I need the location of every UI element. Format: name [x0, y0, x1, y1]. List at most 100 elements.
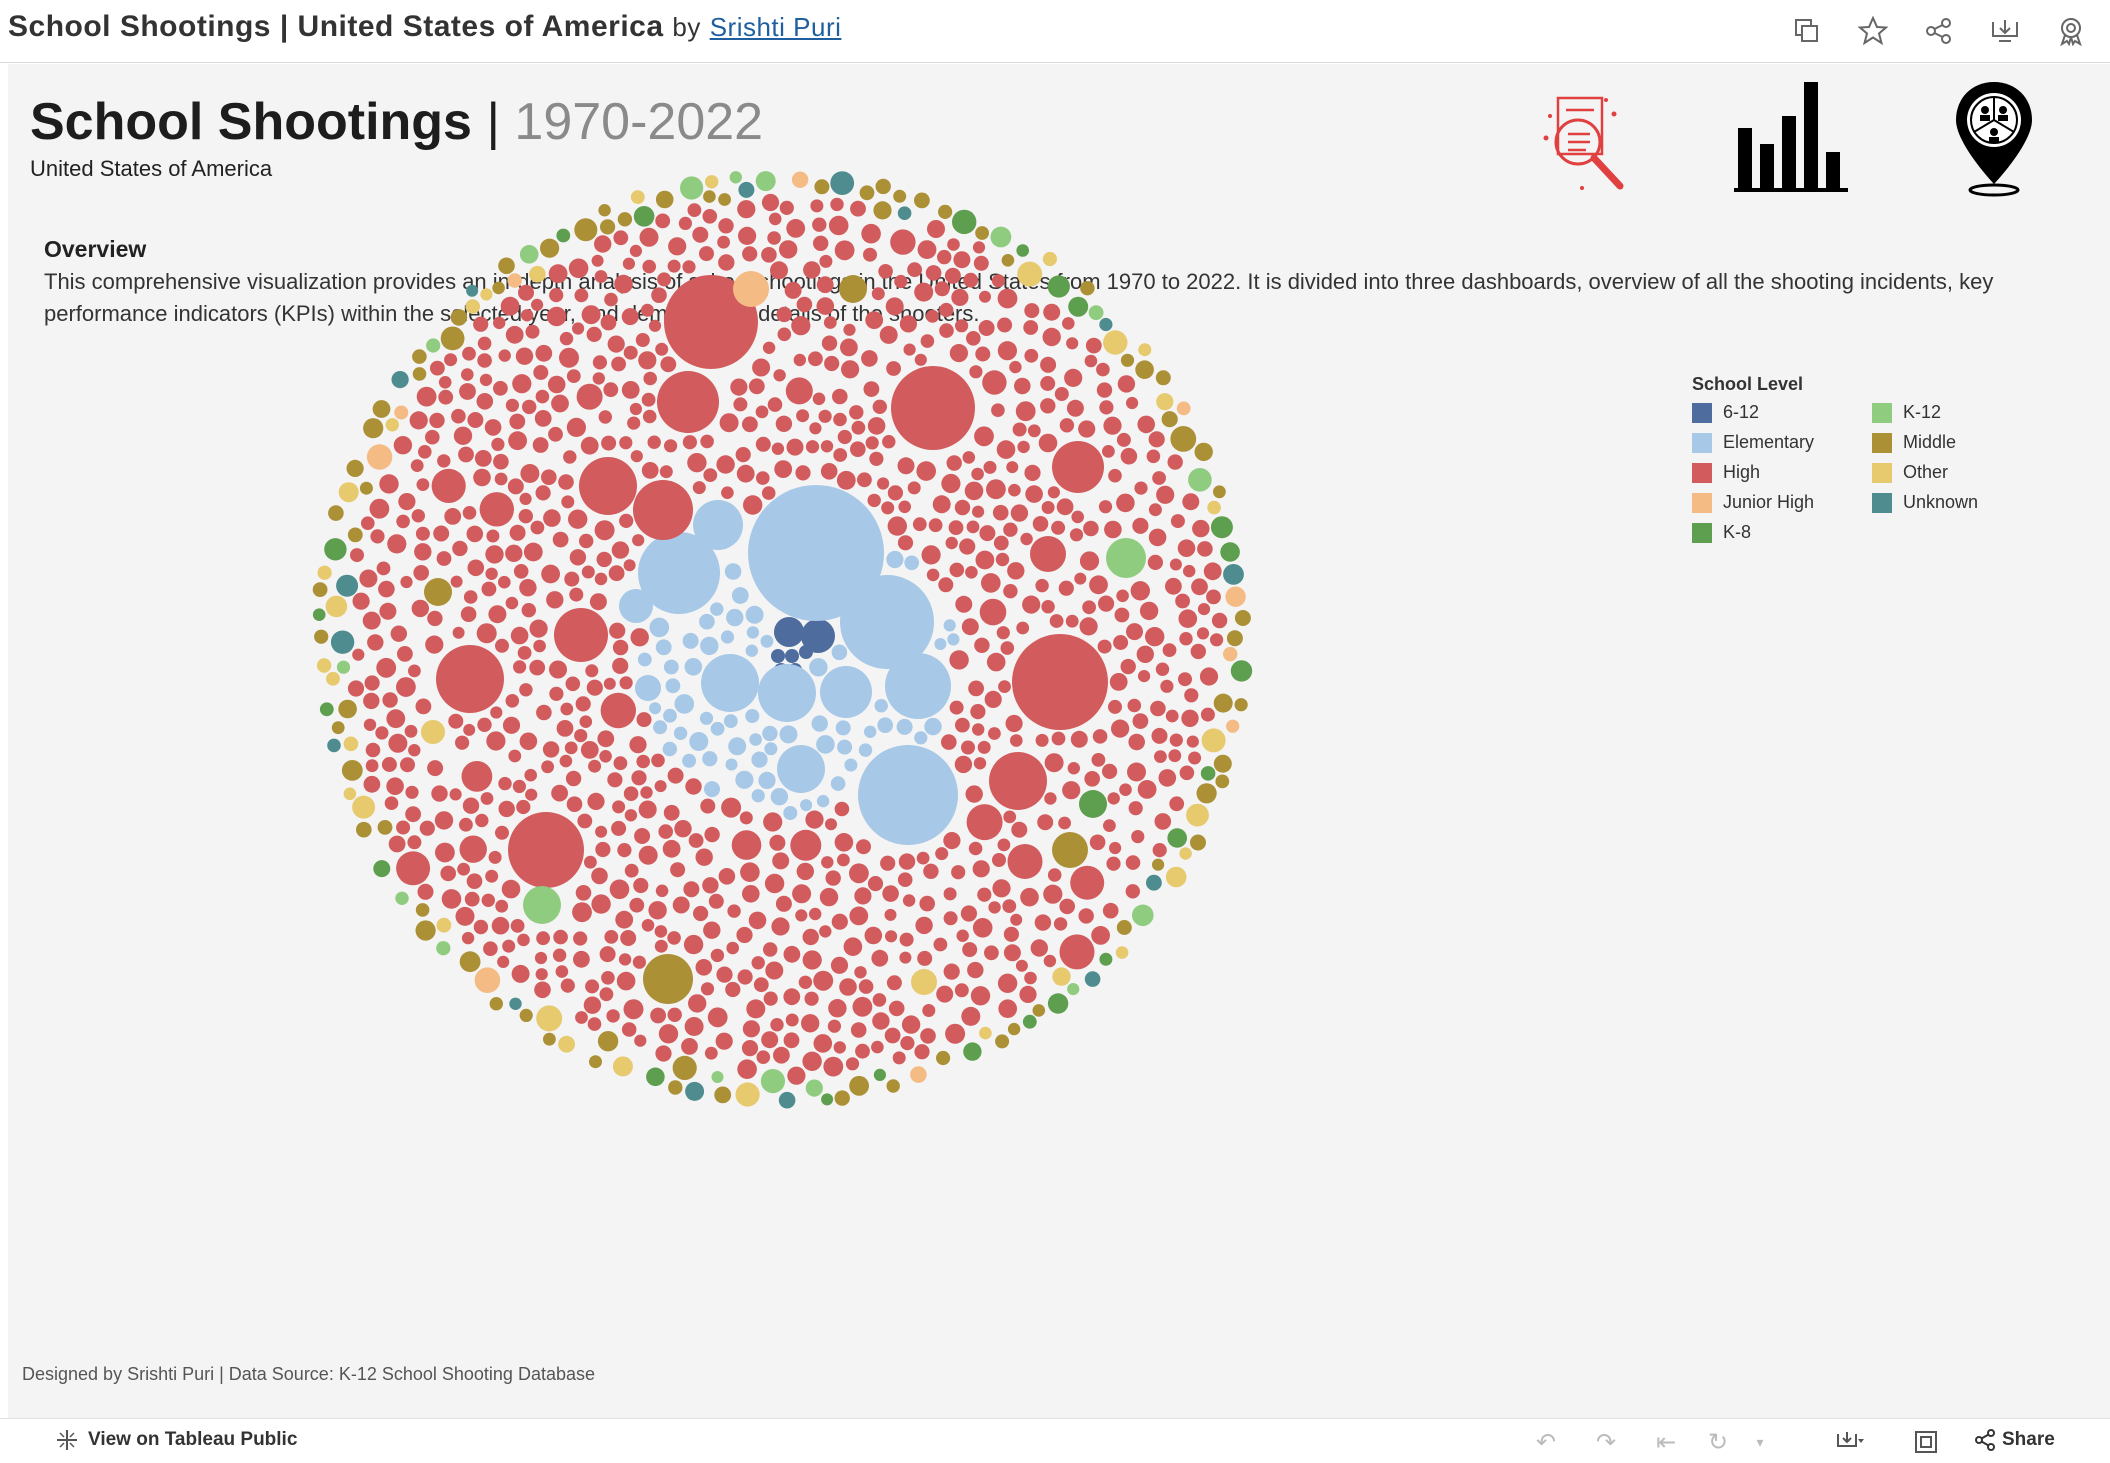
- incident-bubble[interactable]: [565, 676, 581, 692]
- incident-bubble[interactable]: [466, 525, 484, 543]
- incident-bubble[interactable]: [461, 931, 475, 945]
- incident-bubble[interactable]: [1005, 714, 1023, 733]
- incident-bubble[interactable]: [549, 288, 564, 303]
- incident-bubble[interactable]: [1074, 572, 1087, 585]
- incident-bubble[interactable]: [816, 297, 835, 315]
- incident-bubble[interactable]: [938, 204, 953, 219]
- incident-bubble[interactable]: [595, 825, 608, 838]
- incident-bubble[interactable]: [1098, 500, 1113, 514]
- incident-bubble[interactable]: [657, 371, 719, 433]
- incident-bubble[interactable]: [1049, 614, 1064, 628]
- incident-bubble[interactable]: [907, 481, 921, 495]
- incident-bubble[interactable]: [871, 287, 885, 301]
- incident-bubble[interactable]: [1126, 396, 1139, 410]
- incident-bubble[interactable]: [1102, 763, 1118, 780]
- incident-bubble[interactable]: [566, 796, 583, 812]
- incident-bubble[interactable]: [894, 274, 908, 289]
- incident-bubble[interactable]: [897, 457, 915, 475]
- incident-bubble[interactable]: [495, 825, 509, 840]
- incident-bubble[interactable]: [535, 344, 553, 362]
- report-magnifier-icon[interactable]: [1536, 88, 1632, 198]
- incident-bubble[interactable]: [450, 575, 463, 588]
- incident-bubble[interactable]: [427, 610, 443, 627]
- incident-bubble[interactable]: [429, 412, 445, 429]
- incident-bubble[interactable]: [1148, 503, 1162, 517]
- incident-bubble[interactable]: [467, 559, 485, 577]
- incident-bubble[interactable]: [972, 860, 990, 878]
- incident-bubble[interactable]: [522, 399, 537, 415]
- incident-bubble[interactable]: [864, 725, 877, 738]
- incident-bubble[interactable]: [621, 381, 640, 399]
- incident-bubble[interactable]: [546, 306, 567, 327]
- incident-bubble[interactable]: [654, 780, 667, 793]
- incident-bubble[interactable]: [556, 720, 574, 737]
- incident-bubble[interactable]: [426, 338, 441, 353]
- incident-bubble[interactable]: [854, 966, 867, 979]
- incident-bubble[interactable]: [816, 735, 835, 754]
- incident-bubble[interactable]: [707, 1007, 728, 1028]
- incident-bubble[interactable]: [1178, 609, 1198, 628]
- incident-bubble[interactable]: [529, 659, 546, 676]
- incident-bubble[interactable]: [833, 448, 848, 462]
- incident-bubble[interactable]: [512, 779, 526, 794]
- incident-bubble[interactable]: [572, 322, 585, 335]
- incident-bubble[interactable]: [617, 212, 633, 227]
- incident-bubble[interactable]: [809, 658, 828, 677]
- incident-bubble[interactable]: [1056, 498, 1074, 516]
- incident-bubble[interactable]: [1058, 816, 1071, 830]
- incident-bubble[interactable]: [979, 290, 991, 303]
- incident-bubble[interactable]: [509, 524, 526, 541]
- incident-bubble[interactable]: [1127, 698, 1142, 713]
- incident-bubble[interactable]: [534, 951, 548, 965]
- incident-bubble[interactable]: [452, 626, 465, 639]
- incident-bubble[interactable]: [674, 694, 695, 714]
- incident-bubble[interactable]: [655, 213, 671, 229]
- incident-bubble[interactable]: [551, 394, 569, 413]
- incident-bubble[interactable]: [761, 247, 777, 263]
- incident-bubble[interactable]: [963, 272, 979, 288]
- incident-bubble[interactable]: [393, 436, 413, 455]
- incident-bubble[interactable]: [498, 349, 511, 362]
- incident-bubble[interactable]: [839, 978, 857, 996]
- incident-bubble[interactable]: [543, 1032, 556, 1046]
- incident-bubble[interactable]: [411, 509, 425, 523]
- incident-bubble[interactable]: [1111, 719, 1130, 738]
- incident-bubble[interactable]: [586, 326, 602, 342]
- incident-bubble[interactable]: [1043, 303, 1061, 321]
- incident-bubble[interactable]: [821, 856, 834, 869]
- incident-bubble[interactable]: [531, 298, 544, 311]
- incident-bubble[interactable]: [767, 231, 781, 245]
- incident-bubble[interactable]: [629, 736, 647, 754]
- incident-bubble[interactable]: [433, 525, 450, 542]
- incident-bubble[interactable]: [997, 288, 1018, 309]
- incident-bubble[interactable]: [363, 775, 381, 793]
- incident-bubble[interactable]: [609, 879, 630, 900]
- incident-bubble[interactable]: [1091, 753, 1106, 767]
- incident-bubble[interactable]: [549, 660, 567, 679]
- incident-bubble[interactable]: [1042, 251, 1057, 267]
- incident-bubble[interactable]: [436, 941, 451, 956]
- incident-bubble[interactable]: [1213, 754, 1232, 773]
- incident-bubble[interactable]: [1136, 645, 1155, 663]
- incident-bubble[interactable]: [1106, 856, 1121, 871]
- incident-bubble[interactable]: [620, 930, 637, 946]
- incident-bubble[interactable]: [993, 535, 1009, 551]
- incident-bubble[interactable]: [638, 351, 657, 370]
- incident-bubble[interactable]: [1069, 528, 1084, 542]
- incident-bubble[interactable]: [1135, 360, 1154, 380]
- incident-bubble[interactable]: [1079, 790, 1107, 818]
- incident-bubble[interactable]: [502, 716, 521, 734]
- incident-bubble[interactable]: [1099, 400, 1114, 415]
- incident-bubble[interactable]: [510, 919, 525, 933]
- incident-bubble[interactable]: [464, 891, 480, 907]
- incident-bubble[interactable]: [359, 569, 378, 588]
- incident-bubble[interactable]: [483, 941, 498, 956]
- incident-bubble[interactable]: [662, 839, 681, 858]
- incident-bubble[interactable]: [1179, 847, 1192, 860]
- incident-bubble[interactable]: [581, 305, 601, 325]
- incident-bubble[interactable]: [491, 437, 505, 451]
- incident-bubble[interactable]: [444, 508, 462, 525]
- incident-bubble[interactable]: [998, 999, 1017, 1018]
- legend-item-other[interactable]: Other: [1872, 461, 2052, 484]
- incident-bubble[interactable]: [1059, 934, 1095, 970]
